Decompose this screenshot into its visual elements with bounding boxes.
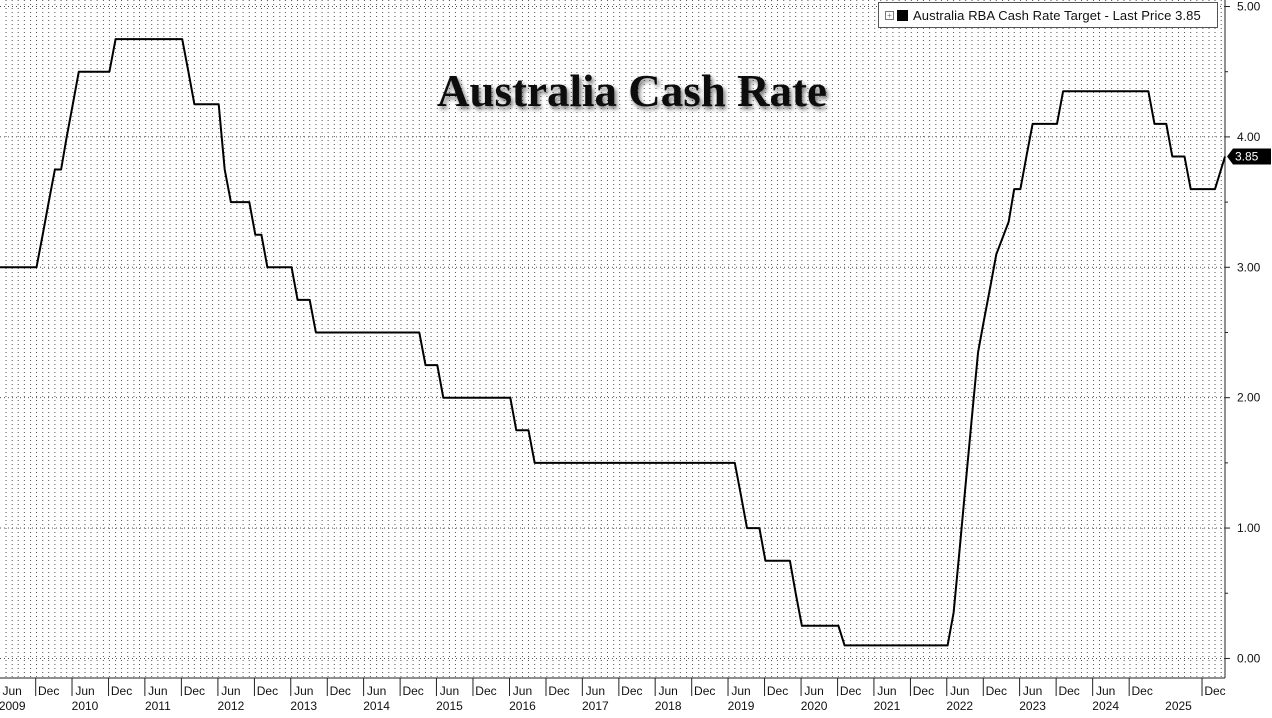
x-tick-label: Dec [330, 684, 351, 698]
x-year-label: 2012 [218, 699, 245, 713]
x-tick-label: Jun [586, 684, 605, 698]
x-tick-label: Dec [986, 684, 1007, 698]
x-tick-label: Dec [402, 684, 423, 698]
x-tick-label: Dec [475, 684, 496, 698]
x-tick-label: Jun [75, 684, 94, 698]
x-tick-label: Jun [1096, 684, 1115, 698]
y-axis: 0.00 1.00 2.00 3.00 4.00 5.00 [1225, 0, 1261, 665]
y-tick-label: 4.00 [1237, 130, 1261, 144]
y-tick-label: 5.00 [1237, 0, 1261, 14]
grid [0, 0, 1225, 678]
x-year-label: 2014 [363, 699, 390, 713]
x-tick-label: Dec [38, 684, 59, 698]
x-year-label: 2017 [582, 699, 609, 713]
x-tick-label: Dec [621, 684, 642, 698]
x-tick-label: Jun [440, 684, 459, 698]
x-year-label: 2024 [1092, 699, 1119, 713]
x-tick-label: Jun [659, 684, 678, 698]
y-tick-label: 1.00 [1237, 521, 1261, 535]
x-tick-label: Dec [548, 684, 569, 698]
y-tick-label: 2.00 [1237, 391, 1261, 405]
x-year-label: 2019 [728, 699, 755, 713]
x-year-label: 2010 [72, 699, 99, 713]
x-tick-label: Jun [513, 684, 532, 698]
x-year-label: 2011 [145, 699, 171, 713]
x-year-label: 2015 [436, 699, 463, 713]
x-tick-label: Jun [950, 684, 969, 698]
x-tick-label: Jun [294, 684, 313, 698]
last-value-label: 3.85 [1235, 149, 1259, 163]
x-axis: Jun Dec Jun Dec Jun Dec Jun Dec Jun Dec Jun Dec Jun D… [0, 678, 1226, 713]
series-layer [0, 38, 1226, 647]
series-line [0, 38, 1226, 647]
legend: + Australia RBA Cash Rate Target - Last … [878, 2, 1218, 28]
x-year-label: 2009 [0, 699, 26, 713]
y-tick-label: 3.00 [1237, 260, 1261, 274]
x-tick-label: Dec [184, 684, 205, 698]
x-tick-label: Jun [804, 684, 823, 698]
x-tick-label: Dec [111, 684, 132, 698]
x-tick-label: Dec [767, 684, 788, 698]
chart-title: Australia Cash Rate [437, 66, 827, 116]
x-tick-label: Dec [1058, 684, 1079, 698]
x-tick-label: Jun [877, 684, 896, 698]
x-tick-label: Dec [694, 684, 715, 698]
legend-label: Australia RBA Cash Rate Target - Last Pr… [913, 7, 1201, 23]
x-tick-label: Dec [840, 684, 861, 698]
x-year-label: 2025 [1165, 699, 1192, 713]
x-tick-label: Dec [913, 684, 934, 698]
x-year-label: 2018 [655, 699, 682, 713]
x-year-label: 2023 [1019, 699, 1046, 713]
y-tick-label: 0.00 [1237, 651, 1261, 665]
legend-expand-icon[interactable]: + [885, 10, 894, 20]
x-year-label: 2013 [290, 699, 317, 713]
x-tick-label: Jun [731, 684, 750, 698]
x-tick-label: Jun [2, 684, 21, 698]
x-year-label: 2020 [801, 699, 828, 713]
legend-swatch [897, 9, 908, 21]
x-tick-label: Jun [1023, 684, 1042, 698]
last-value-badge: 3.85 [1227, 148, 1271, 165]
x-year-label: 2022 [946, 699, 973, 713]
x-tick-label: Jun [367, 684, 386, 698]
x-tick-label: Jun [221, 684, 240, 698]
x-tick-label: Dec [257, 684, 278, 698]
x-tick-label: Jun [148, 684, 167, 698]
x-tick-label: Dec [1132, 684, 1153, 698]
x-tick-label: Dec [1204, 684, 1225, 698]
x-year-label: 2021 [874, 699, 901, 713]
x-year-label: 2016 [509, 699, 536, 713]
